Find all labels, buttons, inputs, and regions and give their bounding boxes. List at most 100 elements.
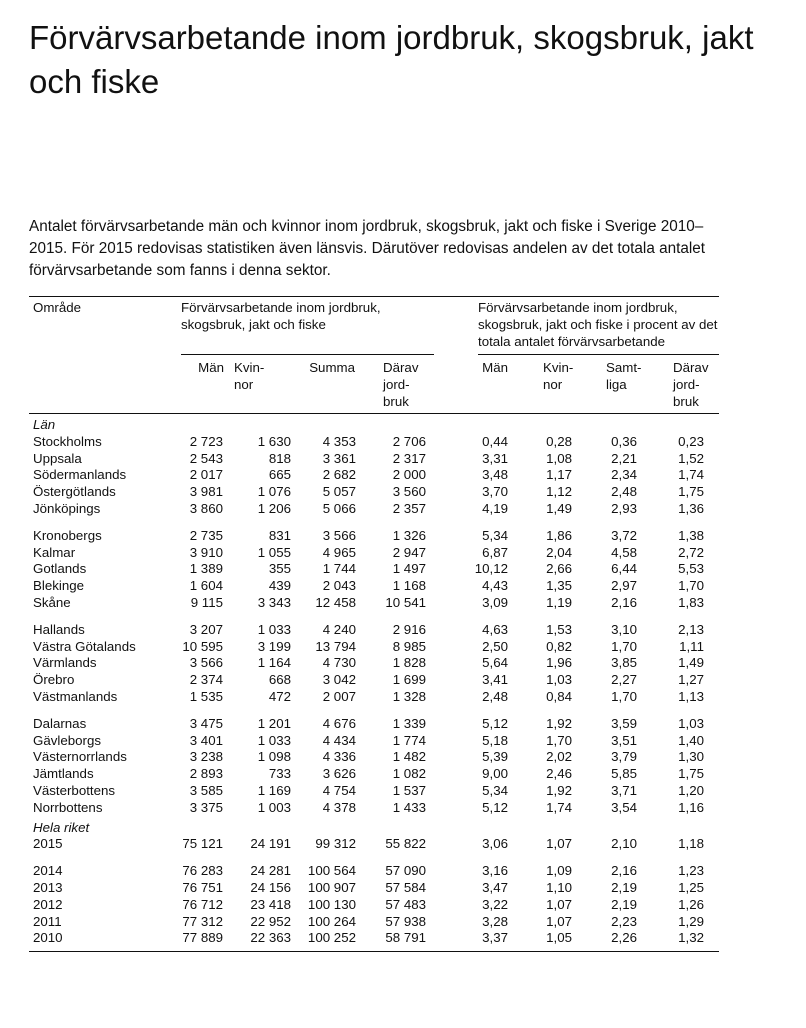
row-value: 0,36 <box>611 433 637 449</box>
column-header-8: Därav <box>673 360 709 375</box>
row-value: 3 238 <box>189 749 223 765</box>
row-value: 8 985 <box>392 638 426 654</box>
row-value: 1,83 <box>678 595 704 610</box>
row-value: 1,32 <box>678 930 704 946</box>
row-value: 4,58 <box>611 544 637 560</box>
row-value: 9,00 <box>482 766 508 782</box>
row-value: 1,19 <box>546 595 572 610</box>
row-value: 3,16 <box>482 863 508 879</box>
row-value: 2 374 <box>189 672 223 688</box>
row-value: 1 168 <box>392 578 426 594</box>
row-value: 2,93 <box>611 501 637 516</box>
row-value: 4 676 <box>322 715 356 731</box>
row-value: 5,18 <box>482 732 508 748</box>
row-value: 1 744 <box>322 561 356 577</box>
row-name: Västmanlands <box>33 689 118 704</box>
row-value: 1,08 <box>546 450 572 466</box>
row-value: 2 543 <box>189 450 223 466</box>
row-value: 3,22 <box>482 896 508 912</box>
row-value: 57 483 <box>385 896 426 912</box>
row-value: 3,72 <box>611 527 637 543</box>
row-value: 2,34 <box>611 467 637 483</box>
row-value: 3 585 <box>189 783 223 798</box>
row-name: Dalarnas <box>33 715 87 731</box>
row-value: 2,04 <box>546 544 572 560</box>
row-value: 4 240 <box>322 621 356 637</box>
group-header-count: Förvärvsarbetande inom jordbruk, skogsbr… <box>181 300 381 332</box>
row-value: 2,10 <box>611 836 637 852</box>
row-value: 3 560 <box>392 484 426 500</box>
row-value: 2 682 <box>322 467 356 483</box>
row-value: 55 822 <box>385 836 426 852</box>
row-value: 2 735 <box>189 527 223 543</box>
row-value: 3,51 <box>611 732 637 748</box>
row-value: 2,26 <box>611 930 637 946</box>
row-name: Östergötlands <box>33 484 116 500</box>
row-value: 1 326 <box>392 527 426 543</box>
row-value: 2,27 <box>611 672 637 688</box>
row-value: 1 699 <box>392 672 426 688</box>
group-header-percent: Förvärvsarbetande inom jordbruk, skogsbr… <box>478 300 718 349</box>
column-header-2: nor <box>234 376 254 392</box>
row-value: 2,19 <box>611 880 637 895</box>
row-value: 5,12 <box>482 715 508 731</box>
row-value: 5 066 <box>322 501 356 516</box>
row-name: Gävleborgs <box>33 732 101 748</box>
row-value: 2,16 <box>611 595 637 610</box>
column-header-7: liga <box>606 376 627 392</box>
row-value: 831 <box>268 527 291 543</box>
row-value: 2,02 <box>546 749 572 765</box>
row-value: 1 433 <box>392 799 426 815</box>
row-value: 12 458 <box>315 595 356 610</box>
row-value: 4 965 <box>322 544 356 560</box>
row-value: 3,31 <box>482 450 508 466</box>
row-value: 1,53 <box>546 621 572 637</box>
row-name: Blekinge <box>33 578 85 594</box>
row-value: 100 564 <box>307 863 356 879</box>
row-value: 3,79 <box>611 749 637 765</box>
row-value: 1 482 <box>392 749 426 765</box>
row-value: 2,66 <box>546 561 572 577</box>
row-value: 4 353 <box>322 433 356 449</box>
row-value: 4,43 <box>482 578 508 594</box>
row-value: 1 389 <box>189 561 223 577</box>
row-value: 1 774 <box>392 732 426 748</box>
row-value: 3,47 <box>482 880 508 895</box>
row-value: 733 <box>268 766 291 782</box>
column-header-8: bruk <box>673 393 699 409</box>
row-value: 3,54 <box>611 799 637 815</box>
column-header-5: Män <box>482 360 508 375</box>
row-name: 2010 <box>33 930 63 946</box>
row-value: 1,38 <box>678 527 704 543</box>
row-name: 2013 <box>33 880 63 895</box>
row-value: 1 169 <box>257 783 291 798</box>
row-name: Norrbottens <box>33 799 103 815</box>
row-value: 2 706 <box>392 433 426 449</box>
row-value: 4 336 <box>322 749 356 765</box>
row-name: 2014 <box>33 863 63 879</box>
row-value: 1,70 <box>611 689 637 704</box>
row-value: 1 535 <box>189 689 223 704</box>
row-value: 2,16 <box>611 863 637 879</box>
row-value: 5,39 <box>482 749 508 765</box>
row-value: 3,71 <box>611 783 637 798</box>
row-value: 75 121 <box>182 836 223 852</box>
row-value: 3,48 <box>482 467 508 483</box>
column-header-1: Män <box>198 360 224 375</box>
column-header-8: jord- <box>673 376 700 392</box>
row-value: 1 055 <box>257 544 291 560</box>
row-name: Västra Götalands <box>33 638 136 654</box>
row-value: 1 098 <box>257 749 291 765</box>
row-value: 3 042 <box>322 672 356 688</box>
column-header-4: jord- <box>383 376 410 392</box>
row-value: 6,44 <box>611 561 637 577</box>
row-value: 2 723 <box>189 433 223 449</box>
row-value: 3 207 <box>189 621 223 637</box>
row-value: 1,17 <box>546 467 572 483</box>
row-value: 665 <box>268 467 291 483</box>
row-value: 1,96 <box>546 655 572 671</box>
row-value: 3 343 <box>257 595 291 610</box>
row-value: 0,44 <box>482 433 508 449</box>
row-value: 1,26 <box>678 896 704 912</box>
row-value: 3,09 <box>482 595 508 610</box>
